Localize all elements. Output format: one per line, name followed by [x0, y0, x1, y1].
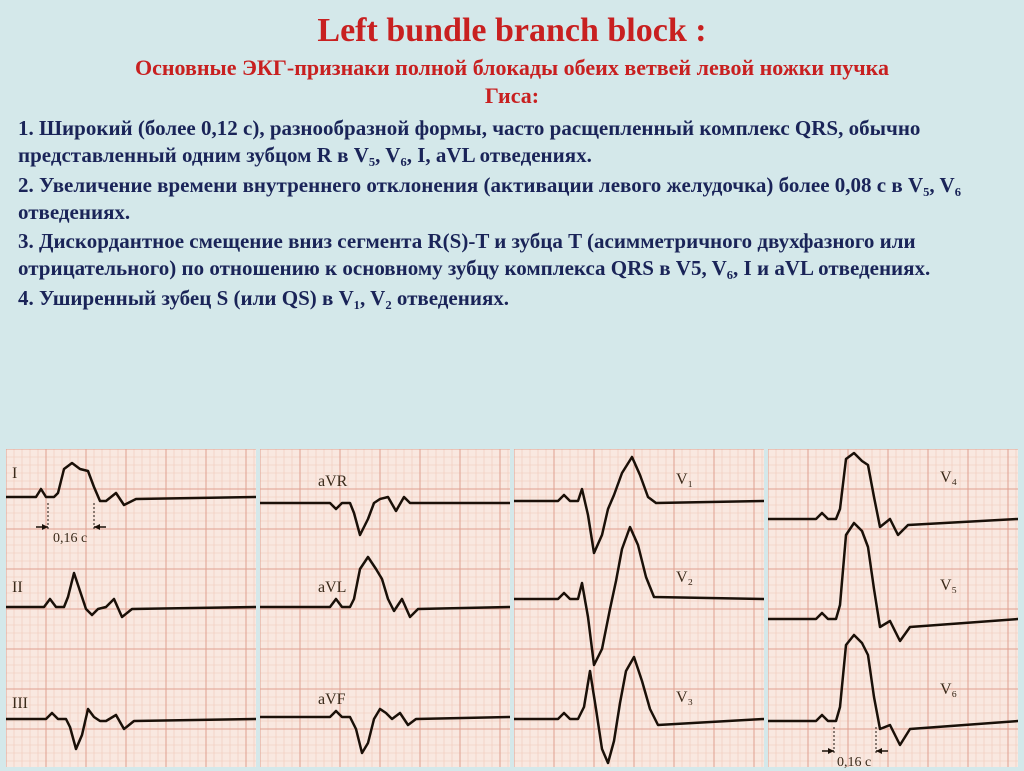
lead-label-aVL: aVL [318, 579, 346, 597]
lead-label-V₂: V₂ [676, 569, 693, 587]
lead-label-V₅: V₅ [940, 577, 957, 595]
slide-title: Left bundle branch block : [18, 12, 1006, 50]
measure-016: 0,16 c [53, 531, 87, 547]
lead-label-aVR: aVR [318, 473, 347, 491]
lead-label-V₃: V₃ [676, 689, 693, 707]
slide-subtitle: Основные ЭКГ-признаки полной блокады обе… [18, 54, 1006, 109]
lead-label-V₁: V₁ [676, 471, 693, 489]
ecg-strip-v123: V₁ V₂ V₃ [514, 449, 764, 767]
ecg-strip-limb: I0,16 cIIIII [6, 449, 256, 767]
point-1: 1. Широкий (более 0,12 с), разнообразной… [18, 115, 1006, 170]
ecg-strip-avr: aVR aVL aVF [260, 449, 510, 767]
lead-label-aVF: aVF [318, 691, 346, 709]
point-4: 4. Уширенный зубец S (или QS) в V₁, V₂ о… [18, 285, 1006, 312]
subtitle-line-2: Гиса: [485, 83, 539, 108]
lead-label-V₆: V₆ [940, 681, 957, 699]
measure-016: 0,16 c [837, 755, 871, 771]
lead-label-I: I [12, 465, 17, 483]
point-2: 2. Увеличение времени внутреннего отклон… [18, 172, 1006, 227]
ecg-row: I0,16 cIIIII aVRaVLaVF V₁V₂V₃ V₄V₅V₆0,16… [0, 449, 1024, 767]
lead-label-III: III [12, 695, 28, 713]
ecg-strip-v456: V₄V₅V₆0,16 c [768, 449, 1018, 767]
lead-label-II: II [12, 579, 23, 597]
point-3: 3. Дискордантное смещение вниз сегмента … [18, 228, 1006, 283]
lead-label-V₄: V₄ [940, 469, 957, 487]
subtitle-line-1: Основные ЭКГ-признаки полной блокады обе… [135, 55, 889, 80]
